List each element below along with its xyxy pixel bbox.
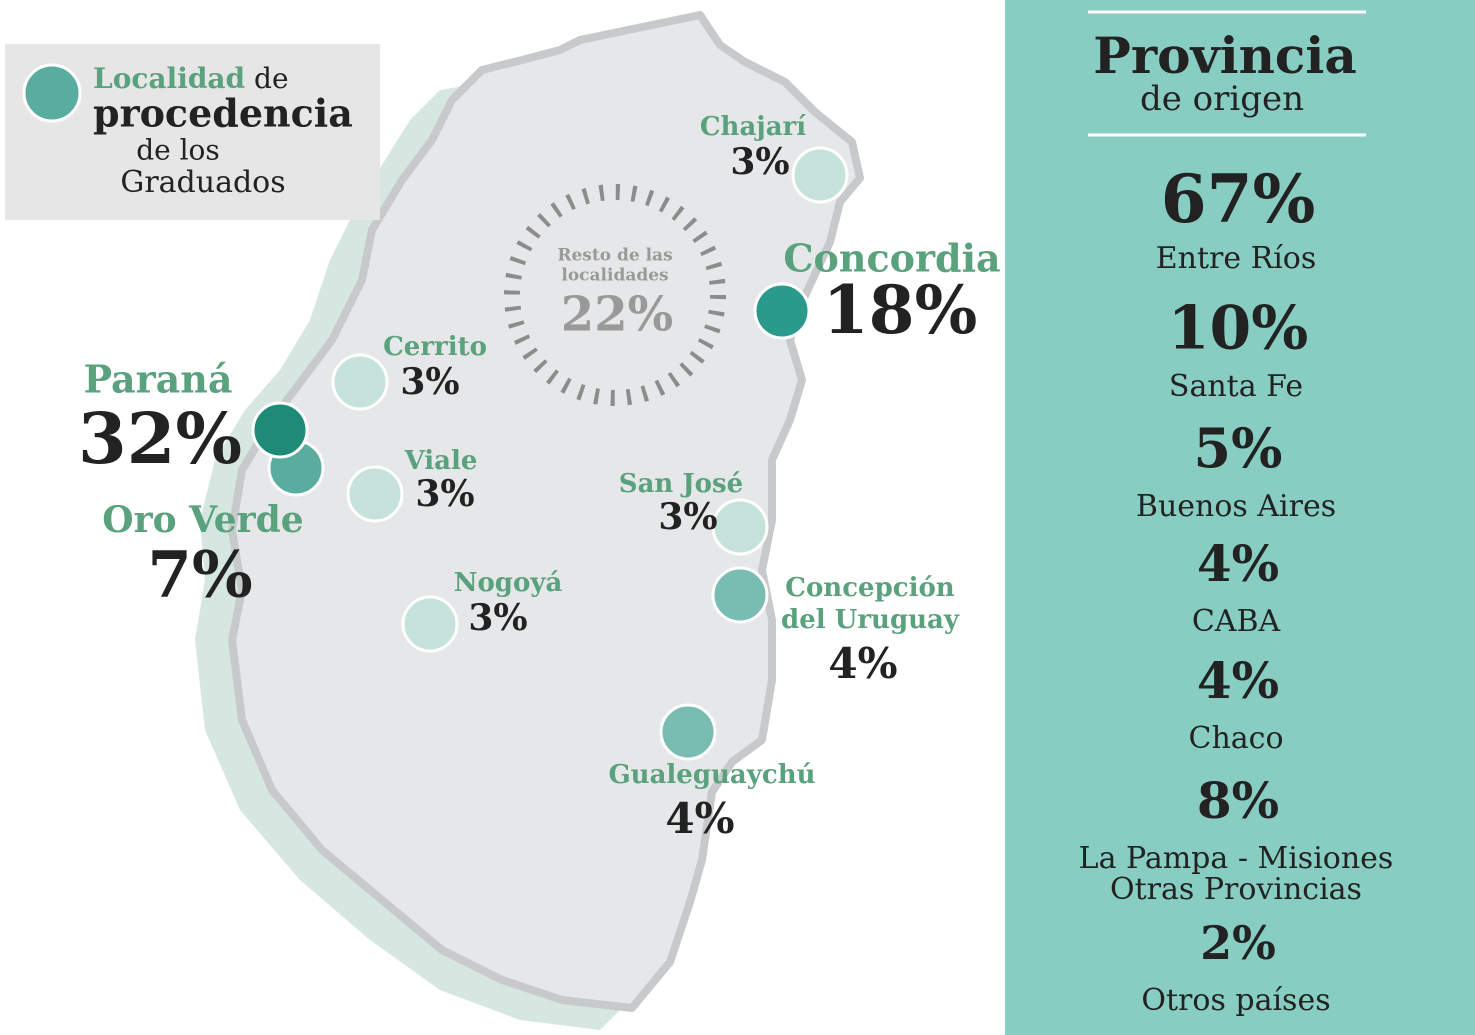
marker [711,566,769,624]
legend-highlight: Localidad [93,62,245,95]
locality-value: 3% [468,597,527,639]
legend-line: de los [136,134,220,167]
locality-name: Cerrito [383,332,487,362]
province-value: 67% [1161,160,1316,238]
marker [753,282,811,340]
locality-name: Gualeguaychú [608,760,815,790]
province-value: 5% [1194,416,1283,480]
legend-line: Graduados [120,165,285,200]
province-name: CABA [1192,604,1281,639]
locality-value: 32% [78,397,242,480]
rest-label: localidades [561,266,668,286]
province-value: 4% [1197,651,1279,710]
province-list: 67%Entre Ríos 10% Santa Fe 5% Buenos Aires 4%… [1079,160,1394,1018]
localities: Chajarí 3% Concordia 18% Cerrito 3% Para… [78,112,1001,843]
marker [401,595,459,653]
locality-value: 3% [415,473,474,515]
province-name: Buenos Aires [1136,489,1336,524]
locality-value: 7% [147,538,252,613]
panel-title: Provincia [1093,26,1357,85]
province-name: Entre Ríos [1156,241,1317,276]
locality-name: Nogoyá [454,568,563,598]
marker [659,703,717,761]
province-value: 4% [1197,534,1279,593]
province-name: Otros países [1141,983,1330,1018]
province-panel [1005,0,1475,1035]
province-name: La Pampa - Misiones [1079,841,1394,876]
panel-subtitle: de origen [1140,79,1304,119]
legend-title-rest: de [254,62,289,95]
locality-name: Viale [404,446,478,476]
marker [791,146,849,204]
rest-label: Resto de las [557,246,672,266]
province-name: Chaco [1188,721,1283,756]
province-value: 2% [1200,916,1276,970]
marker [711,498,769,556]
locality-value: 3% [658,496,717,538]
province-name: Otras Provincias [1110,872,1362,907]
locality-name: Concepción [785,573,955,603]
map-province [228,11,864,1012]
locality-value: 3% [730,141,789,183]
locality-value: 4% [665,794,734,843]
rest-ring [504,184,726,406]
province-value: 8% [1197,771,1279,830]
marker [251,401,309,459]
locality-name: del Uruguay [781,605,960,635]
locality-value: 4% [828,639,897,688]
province-value: 10% [1168,294,1309,364]
legend-marker [22,63,82,123]
rest-value: 22% [561,287,673,343]
marker [331,353,389,411]
locality-name: Paraná [83,357,232,402]
locality-name: Concordia [783,236,1000,281]
locality-name: San José [619,469,743,499]
locality-value: 3% [400,361,459,403]
locality-name: Oro Verde [102,499,303,541]
province-name: Santa Fe [1169,369,1303,404]
marker [346,465,404,523]
legend-title: Localidad de [93,62,289,95]
locality-name: Chajarí [700,112,806,142]
legend-line: procedencia [93,91,353,136]
locality-value: 18% [823,271,978,349]
